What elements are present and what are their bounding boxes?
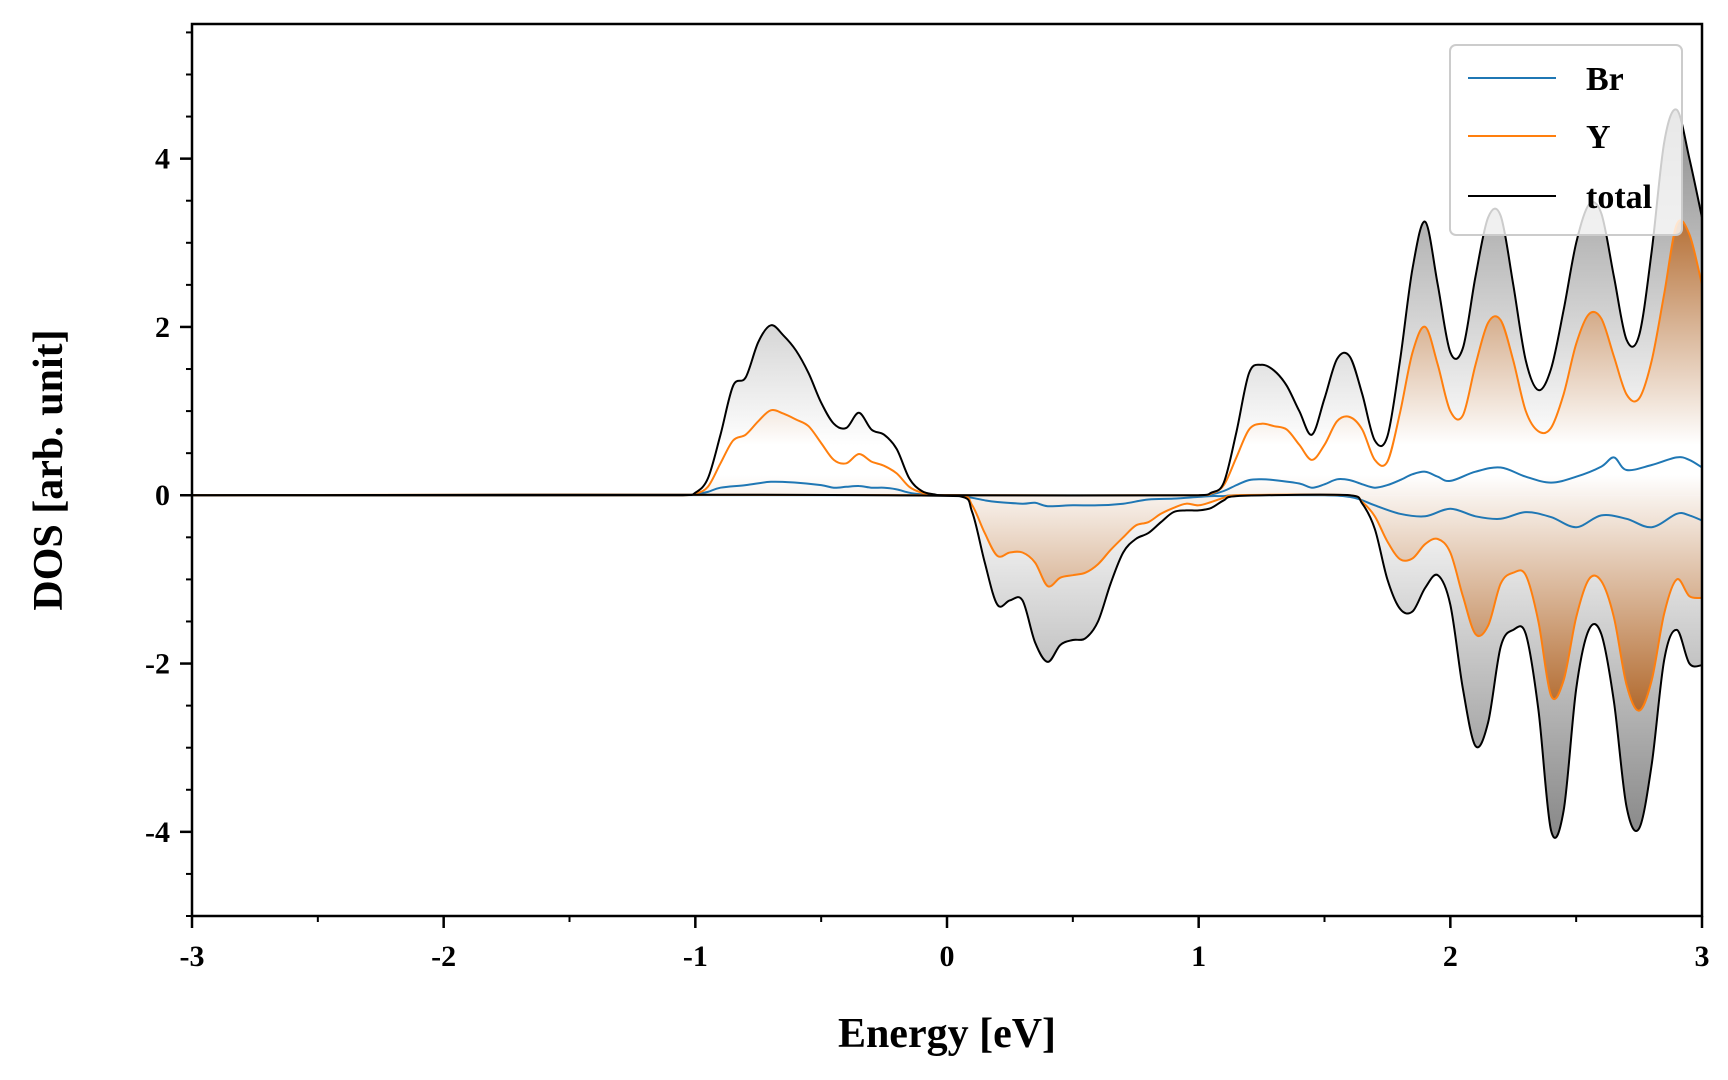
x-tick-label: 3 <box>1695 940 1710 973</box>
legend-label-total: total <box>1586 179 1652 216</box>
x-tick-label: -1 <box>683 940 708 973</box>
y-axis-title: DOS [arb. unit] <box>26 329 72 610</box>
plot-frame <box>190 22 1704 918</box>
x-axis-title: Energy [eV] <box>838 1011 1056 1057</box>
legend-box <box>1449 44 1683 236</box>
x-tick-label: -2 <box>431 940 456 973</box>
legend-label-br: Br <box>1586 61 1624 98</box>
legend: Br Y total <box>1449 44 1683 236</box>
x-tick-label: 0 <box>940 940 955 973</box>
line-y-spin-up <box>192 219 1702 497</box>
legend-label-y: Y <box>1586 119 1611 156</box>
x-tick-label: 1 <box>1191 940 1206 973</box>
y-tick-label: 0 <box>155 479 170 512</box>
line-total-spin-up <box>192 108 1702 497</box>
x-tick-label: -3 <box>180 940 205 973</box>
y-tick-label: -4 <box>145 816 170 849</box>
line-total-spin-down <box>192 493 1702 839</box>
y-tick-label: -2 <box>145 648 170 681</box>
line-br-spin-up <box>192 456 1702 497</box>
x-tick-label: 2 <box>1443 940 1458 973</box>
y-tick-label: 4 <box>155 143 170 176</box>
y-tick-label: 2 <box>155 311 170 344</box>
fill-y-spin-up <box>192 220 1702 496</box>
